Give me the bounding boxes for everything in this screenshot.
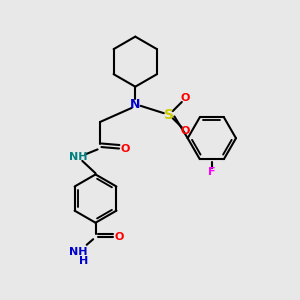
- Text: NH: NH: [69, 247, 87, 257]
- Text: O: O: [120, 143, 130, 154]
- Text: O: O: [181, 94, 190, 103]
- Text: NH: NH: [69, 152, 87, 162]
- Text: O: O: [115, 232, 124, 242]
- Text: H: H: [79, 256, 88, 266]
- Text: F: F: [208, 167, 216, 177]
- Text: O: O: [181, 126, 190, 136]
- Text: N: N: [130, 98, 140, 111]
- Text: S: S: [164, 108, 174, 122]
